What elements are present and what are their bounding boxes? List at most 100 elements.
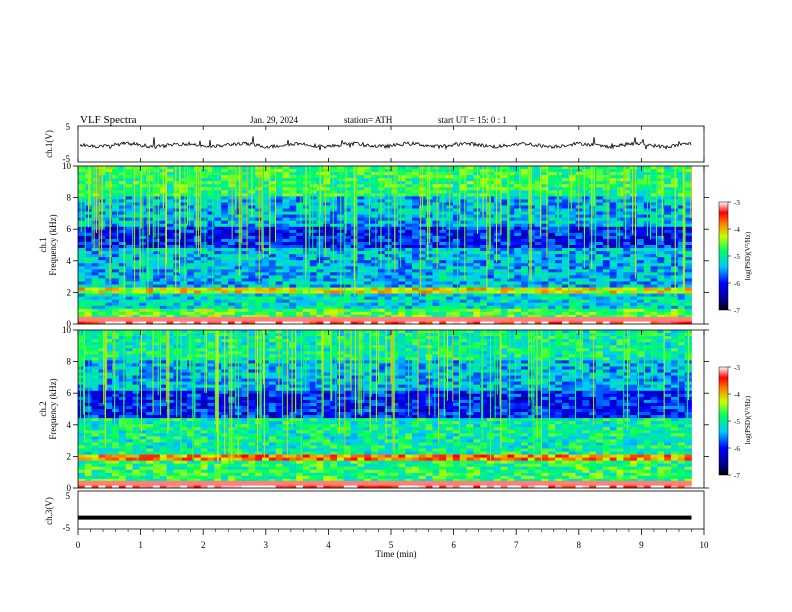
spec-cell xyxy=(609,175,617,179)
spec-sferic xyxy=(578,166,580,231)
spec-cell xyxy=(289,254,297,258)
spec-cell xyxy=(364,169,372,173)
spec-cell xyxy=(371,235,379,240)
spec-cell xyxy=(636,272,645,276)
spec-cell xyxy=(493,293,502,298)
spec-cell xyxy=(309,175,317,179)
spec-cell xyxy=(248,241,256,246)
spec-cell xyxy=(302,330,311,334)
spec-cell xyxy=(555,254,563,258)
spec-cell xyxy=(602,320,611,325)
spec-cell xyxy=(446,278,454,282)
spec-cell xyxy=(541,196,549,200)
spec-cell xyxy=(418,299,427,304)
spec-cell xyxy=(132,260,140,264)
spec-cell xyxy=(221,278,229,282)
spec-cell xyxy=(343,193,352,197)
spec-cell xyxy=(671,217,679,222)
spec-cell xyxy=(493,269,502,273)
spec-cell xyxy=(84,229,93,234)
spec-cell xyxy=(418,226,427,231)
spec-cell xyxy=(309,193,317,197)
spec-cell xyxy=(118,220,127,225)
spec-cell xyxy=(548,281,556,285)
spec-cell xyxy=(105,314,113,319)
spec-cell xyxy=(98,257,106,261)
spec-cell xyxy=(671,284,679,288)
spec-cell xyxy=(650,238,658,243)
spec-cell xyxy=(187,199,195,203)
spec-cell xyxy=(234,257,242,261)
spec-cell xyxy=(568,232,576,237)
spec-sferic xyxy=(251,166,253,217)
spec-cell xyxy=(84,330,93,334)
spec-cell xyxy=(105,238,113,243)
spec-cell xyxy=(166,199,174,203)
spec-cell xyxy=(187,217,195,222)
spec-sferic xyxy=(261,166,263,250)
spec-cell xyxy=(268,296,277,301)
spec-cell xyxy=(330,199,338,203)
spec-cell xyxy=(486,287,495,291)
spec-cell xyxy=(330,275,338,279)
spec-cell xyxy=(398,199,406,203)
spec-cell xyxy=(671,175,679,179)
spec-cell xyxy=(180,275,188,279)
spec-cell xyxy=(248,330,256,334)
spec-cell xyxy=(384,314,392,319)
spec-cell xyxy=(152,184,161,188)
spec-cell xyxy=(255,311,263,316)
spec-cell xyxy=(234,166,242,170)
spec-cell xyxy=(262,241,270,246)
spec-cell xyxy=(384,302,392,307)
spec-cell xyxy=(139,296,147,301)
spec-cell xyxy=(309,251,317,255)
spec-cell xyxy=(623,214,631,219)
spec-cell xyxy=(227,184,236,188)
spec-cell xyxy=(357,248,365,252)
spec-cell xyxy=(405,275,413,279)
spec-cell xyxy=(296,175,304,179)
spec-cell xyxy=(289,311,297,316)
spec-cell xyxy=(330,251,338,255)
spec-cell xyxy=(548,275,556,279)
spec-cell xyxy=(657,248,665,252)
spec-cell xyxy=(684,214,692,219)
spec-cell xyxy=(112,248,120,252)
spec-cell xyxy=(432,202,440,206)
spec-cell xyxy=(459,235,467,240)
spec-cell xyxy=(91,293,99,298)
spec-cell xyxy=(684,278,692,282)
spec-cell xyxy=(152,296,161,301)
spec-cell xyxy=(241,290,249,295)
spec-cell xyxy=(78,293,86,298)
spec-cell xyxy=(446,330,454,334)
spec-cell xyxy=(596,269,604,273)
spec-cell xyxy=(289,284,297,288)
spec-cell xyxy=(132,223,140,228)
spec-cell xyxy=(541,235,549,240)
spec-cell xyxy=(91,296,99,301)
spec-cell xyxy=(432,287,440,291)
spec-cell xyxy=(289,166,297,170)
spec-cell xyxy=(548,293,556,298)
spec-cell xyxy=(677,330,686,334)
spec-cell xyxy=(664,260,672,264)
spec-cell xyxy=(234,214,242,219)
spec-cell xyxy=(596,278,604,282)
spec-cell xyxy=(405,187,413,191)
spec-cell xyxy=(650,302,658,307)
spec-cell xyxy=(521,226,529,231)
spec-cell xyxy=(207,245,215,249)
spec-cell xyxy=(561,223,570,228)
spec-cell xyxy=(480,214,488,219)
spec-cell xyxy=(432,299,440,304)
spec-cell xyxy=(371,175,379,179)
spec-cell xyxy=(227,290,236,295)
spec-cell xyxy=(671,232,679,237)
spec-cell xyxy=(555,302,563,307)
spec-sferic xyxy=(635,166,637,279)
spec-cell xyxy=(432,281,440,285)
spec-cell xyxy=(105,199,113,203)
spec-cell xyxy=(241,169,249,173)
